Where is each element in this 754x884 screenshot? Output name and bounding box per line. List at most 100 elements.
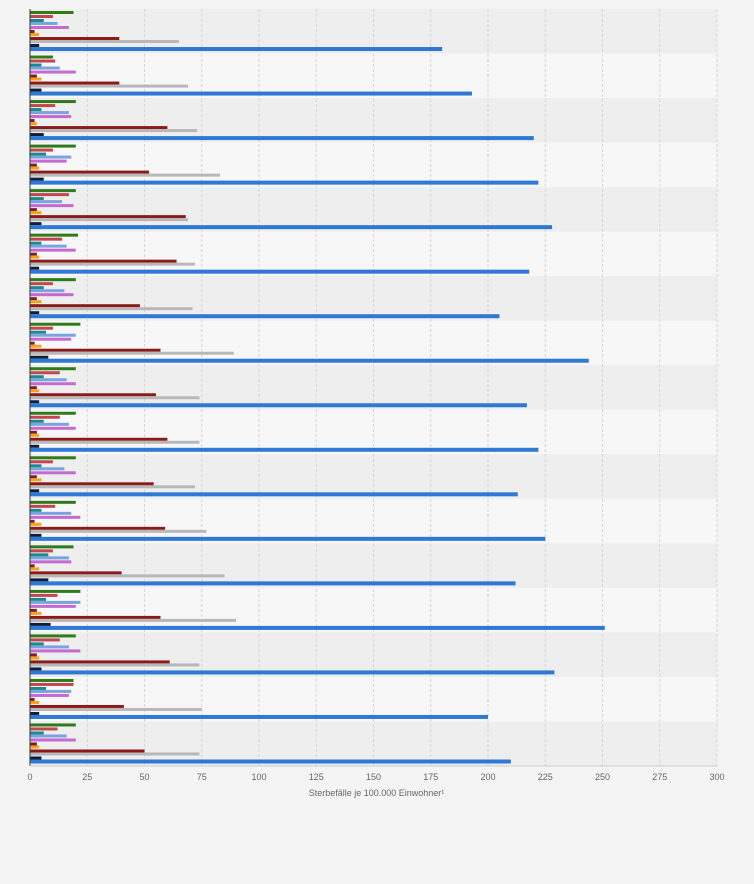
bar (30, 173, 221, 177)
bar (30, 738, 76, 742)
bar (30, 437, 168, 441)
bar (30, 485, 195, 489)
bar (30, 686, 47, 690)
bar (30, 122, 37, 126)
bar (30, 115, 72, 119)
bar (30, 218, 189, 222)
bar (30, 252, 37, 256)
bar (30, 225, 553, 230)
bar (30, 355, 49, 359)
bar (30, 564, 35, 568)
bar (30, 180, 539, 185)
bar (30, 70, 76, 74)
bar (30, 567, 40, 571)
bar (30, 700, 40, 704)
bar (30, 108, 42, 112)
bar (30, 15, 53, 19)
bar (30, 533, 42, 537)
bar (30, 166, 40, 170)
x-tick-label: 25 (82, 772, 92, 782)
bar (30, 645, 69, 649)
bar (30, 74, 37, 78)
bar (30, 522, 42, 526)
bar (30, 471, 76, 475)
bar (30, 526, 166, 530)
row-band (30, 365, 717, 410)
x-tick-label: 0 (27, 772, 32, 782)
bar (30, 255, 40, 259)
bar (30, 642, 44, 646)
bar (30, 241, 42, 245)
bar (30, 81, 120, 85)
bar (30, 693, 69, 697)
bar (30, 47, 443, 52)
bar (30, 341, 35, 345)
bar (30, 26, 69, 30)
x-axis-title: Sterbefälle je 100.000 Einwohner¹ (309, 788, 445, 798)
bar (30, 444, 40, 448)
bar (30, 44, 40, 48)
bar (30, 723, 76, 727)
bar (30, 574, 225, 578)
bar (30, 170, 150, 174)
x-tick-label: 225 (538, 772, 553, 782)
x-tick-label: 200 (480, 772, 495, 782)
bar (30, 155, 72, 159)
bar (30, 344, 42, 348)
bar (30, 653, 37, 657)
bar (30, 30, 35, 34)
bar (30, 549, 53, 553)
bar (30, 311, 40, 315)
bar (30, 382, 76, 386)
bar (30, 278, 76, 282)
bar (30, 100, 76, 104)
bar (30, 266, 40, 270)
bar (30, 378, 67, 382)
bar (30, 581, 516, 586)
bar (30, 163, 37, 167)
bar (30, 660, 170, 664)
bar (30, 136, 534, 141)
x-tick-label: 150 (366, 772, 381, 782)
bar (30, 560, 72, 564)
bar (30, 375, 44, 379)
bar (30, 752, 200, 756)
bar (30, 215, 186, 219)
bar (30, 403, 527, 408)
x-tick-labels: 0 25 50 75 100 125 150 175 200 225 250 275 300 (27, 772, 724, 782)
bar (30, 208, 37, 212)
bar (30, 314, 500, 319)
bar (30, 367, 76, 371)
x-tick-label: 250 (595, 772, 610, 782)
bar (30, 400, 40, 404)
bar (30, 348, 161, 352)
bar (30, 460, 53, 464)
bar (30, 358, 589, 363)
bar (30, 478, 42, 482)
bar (30, 152, 47, 156)
bar (30, 91, 472, 96)
bar (30, 682, 74, 686)
bar (30, 177, 44, 181)
bar (30, 759, 511, 764)
bar (30, 333, 76, 337)
bar (30, 11, 74, 15)
bar (30, 571, 122, 575)
bar (30, 262, 195, 266)
bar (30, 529, 207, 533)
grid-lines (86, 9, 718, 766)
bar (30, 608, 37, 612)
bar (30, 307, 193, 311)
x-tick-label: 50 (139, 772, 149, 782)
bar (30, 707, 202, 711)
bar (30, 55, 53, 59)
x-tick-label: 100 (251, 772, 266, 782)
bar (30, 492, 518, 497)
row-band (30, 721, 717, 766)
bar (30, 519, 35, 523)
bar (30, 638, 60, 642)
bar (30, 19, 44, 23)
x-tick-label: 75 (197, 772, 207, 782)
bar (30, 222, 42, 226)
